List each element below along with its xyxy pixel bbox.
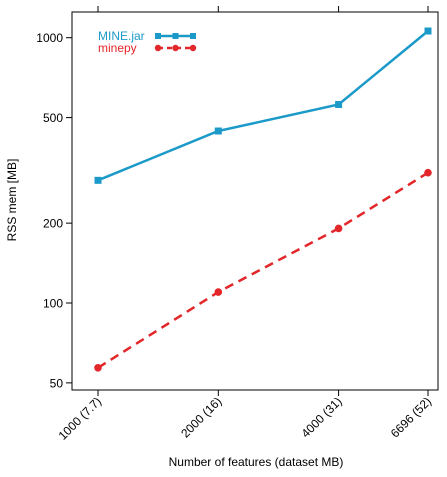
legend-marker-minepy bbox=[154, 44, 162, 52]
y-axis-title: RSS mem [MB] bbox=[5, 159, 19, 242]
legend-label-mine-jar: MINE.jar bbox=[98, 29, 145, 43]
x-axis-title: Number of features (dataset MB) bbox=[169, 455, 344, 469]
legend-marker-mine-jar bbox=[155, 33, 161, 39]
legend-marker-mine-jar bbox=[190, 33, 196, 39]
y-axis: 50 100 200 500 1000 bbox=[36, 31, 72, 390]
series-line-minepy bbox=[97, 171, 429, 369]
legend-marker-mine-jar bbox=[172, 33, 179, 39]
x-tick-label: 1000 (7.7) bbox=[56, 394, 105, 443]
data-point-mine-jar bbox=[94, 176, 102, 184]
data-point-minepy bbox=[334, 224, 343, 233]
series-layer bbox=[94, 27, 432, 372]
legend-marker-minepy bbox=[189, 44, 197, 52]
plot-frame bbox=[71, 11, 439, 391]
series-line-mine-jar bbox=[97, 30, 429, 182]
x-tick-label: 2000 (16) bbox=[178, 394, 224, 440]
data-point-mine-jar bbox=[214, 127, 222, 135]
data-point-minepy bbox=[214, 288, 223, 296]
data-point-mine-jar bbox=[335, 101, 343, 109]
data-point-minepy bbox=[424, 168, 432, 177]
y-tick-label: 100 bbox=[43, 297, 63, 311]
x-tick-label: 6696 (52) bbox=[388, 394, 434, 440]
legend-label-minepy: minepy bbox=[98, 41, 137, 55]
legend-marker-minepy bbox=[172, 44, 179, 52]
x-tick-label: 4000 (31) bbox=[298, 394, 344, 440]
y-tick-label: 500 bbox=[43, 111, 63, 125]
data-point-minepy bbox=[94, 363, 102, 372]
y-tick-label: 200 bbox=[43, 217, 63, 231]
y-tick-label: 50 bbox=[50, 376, 64, 390]
y-tick-label: 1000 bbox=[36, 31, 63, 45]
data-point-mine-jar bbox=[424, 27, 432, 35]
